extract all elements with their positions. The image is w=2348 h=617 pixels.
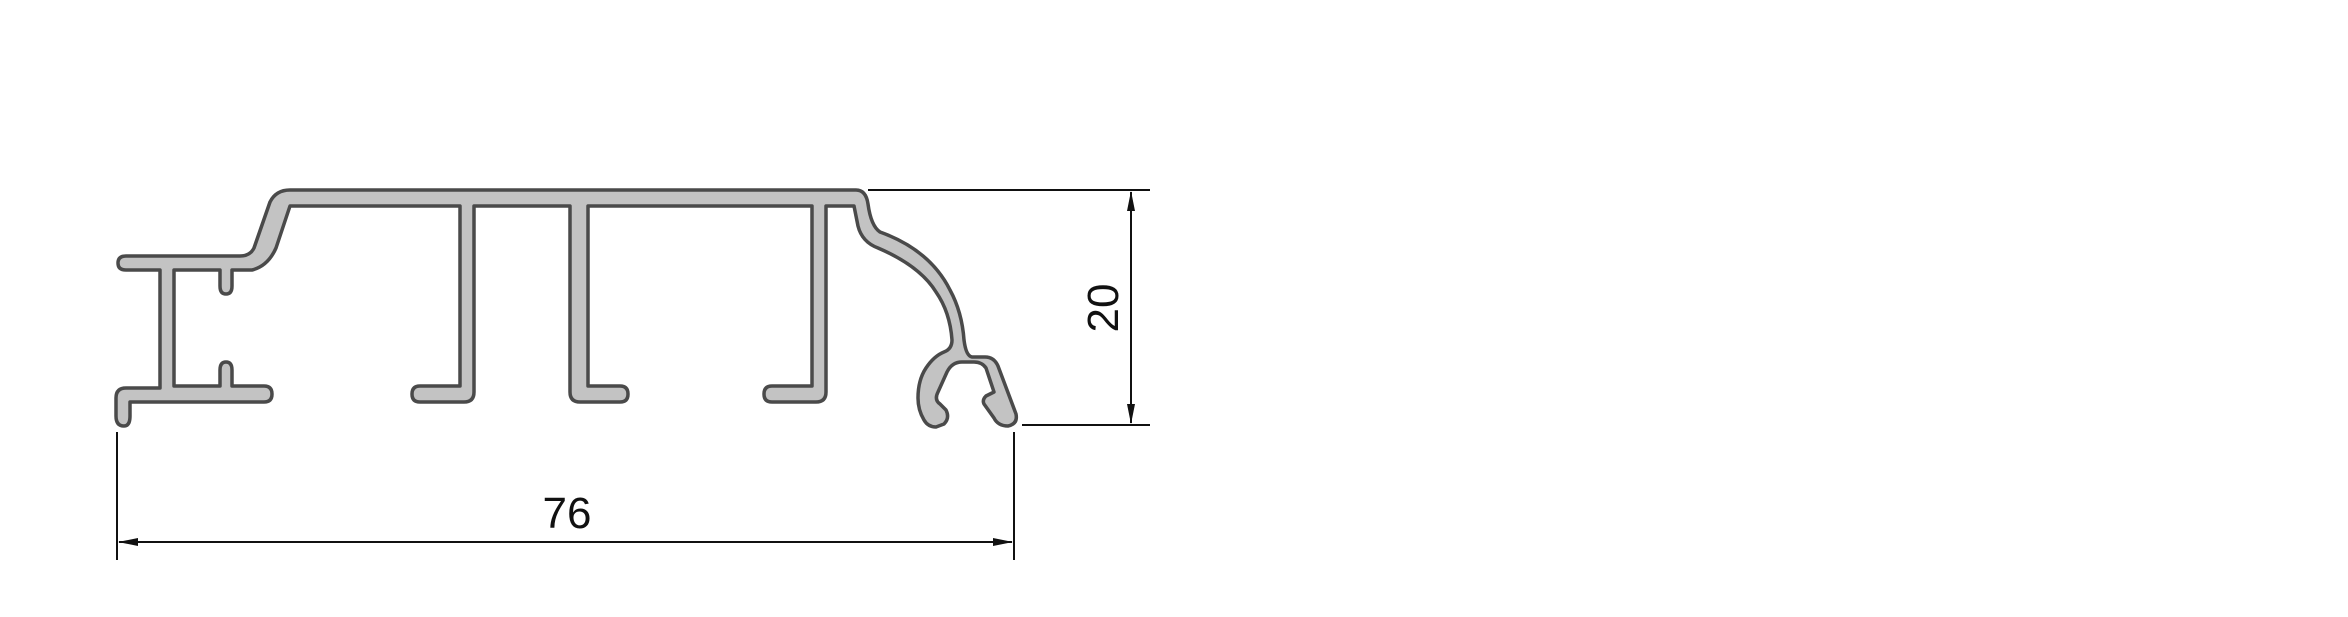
width-dimension: 76 xyxy=(116,432,1015,560)
profile-section xyxy=(114,188,1019,429)
height-dimension-label: 20 xyxy=(1079,284,1128,333)
width-dimension-label: 76 xyxy=(543,489,592,538)
height-dimension: 20 xyxy=(868,189,1150,426)
profile-outline xyxy=(114,188,1019,429)
